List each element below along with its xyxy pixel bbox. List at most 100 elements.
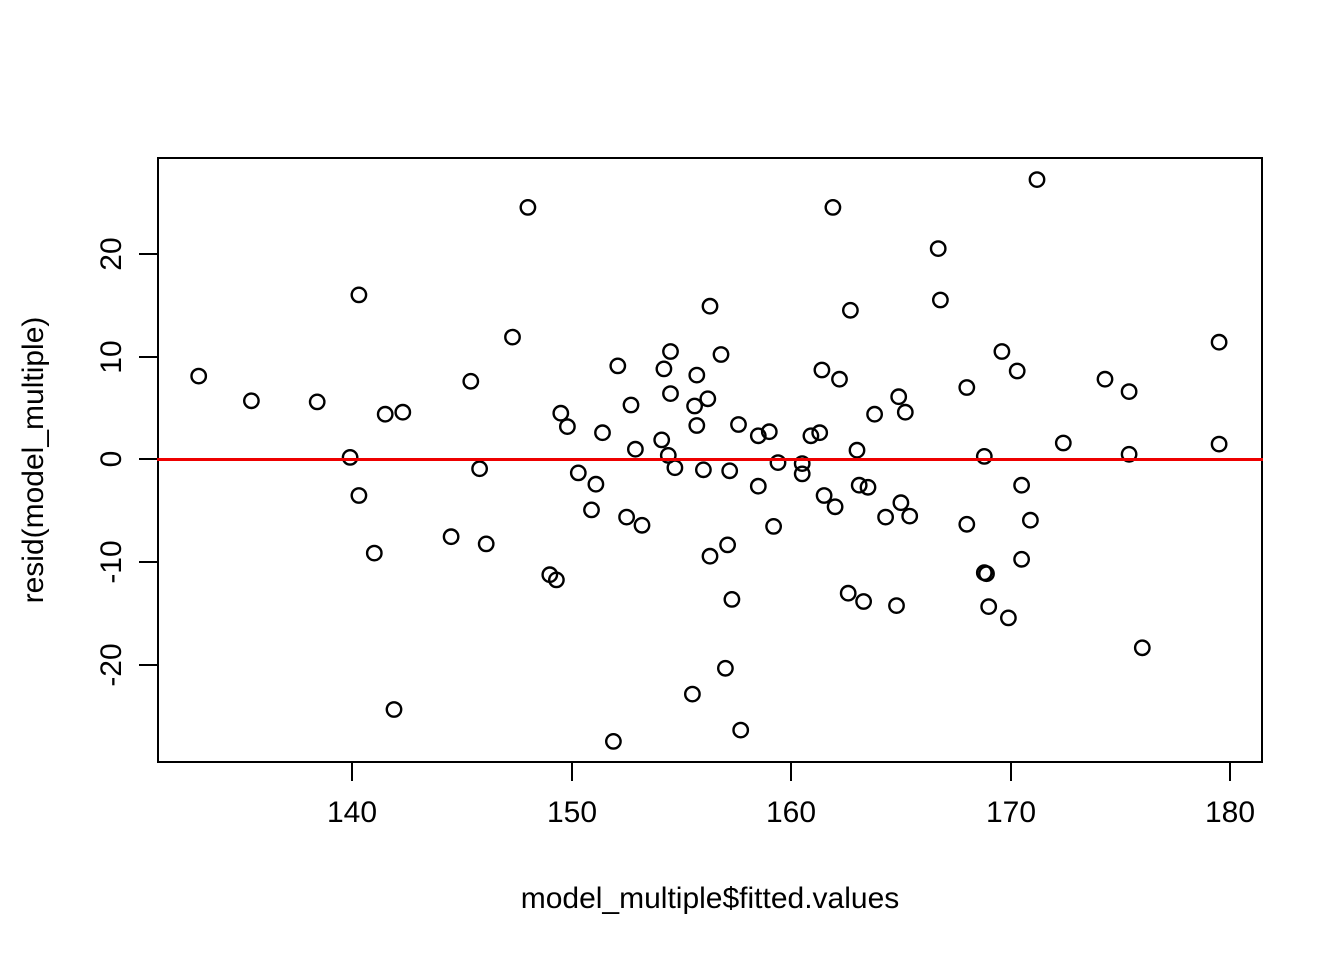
data-point (504, 328, 521, 346)
data-point (1013, 476, 1030, 494)
data-point (958, 515, 976, 533)
data-point (701, 547, 719, 565)
data-point (442, 528, 460, 546)
data-point (811, 424, 829, 442)
data-point (569, 464, 587, 482)
data-point (394, 403, 412, 421)
data-point (583, 501, 600, 519)
y-axis-tick-label-text: 0 (95, 450, 128, 468)
y-axis-tick (139, 253, 157, 255)
data-point (688, 366, 706, 384)
y-axis-tick (139, 561, 157, 563)
data-point (749, 477, 767, 495)
data-point (1022, 511, 1039, 529)
data-point (717, 659, 734, 677)
data-point (793, 465, 811, 483)
data-point (341, 448, 359, 466)
data-point (609, 357, 627, 375)
data-point (958, 379, 976, 396)
data-point (547, 571, 565, 589)
data-point (721, 462, 739, 480)
data-point (626, 440, 644, 458)
data-point (1120, 445, 1138, 463)
data-point (850, 476, 868, 494)
y-axis-tick-label-text: 20 (95, 237, 128, 271)
data-point (662, 385, 679, 403)
data-point (587, 475, 605, 493)
data-point (1133, 639, 1151, 657)
data-point (859, 478, 877, 496)
data-point (892, 494, 910, 512)
data-point (1000, 609, 1017, 627)
x-axis-tick-label: 180 (1204, 796, 1256, 829)
data-point (760, 423, 778, 441)
y-axis-tick (139, 458, 157, 460)
data-point (365, 544, 383, 562)
data-point (813, 361, 831, 379)
data-point (308, 393, 326, 411)
data-point (719, 536, 736, 554)
data-point (730, 416, 747, 433)
data-point (888, 597, 905, 614)
data-point (1013, 550, 1030, 568)
data-point (802, 427, 820, 445)
data-point (732, 721, 750, 739)
data-point (622, 396, 640, 414)
data-point (993, 343, 1011, 360)
data-point (848, 441, 866, 459)
data-point (243, 392, 260, 410)
data-point (1054, 434, 1072, 452)
data-point (655, 360, 673, 378)
data-point (839, 584, 857, 602)
data-point (190, 367, 208, 385)
data-point (666, 459, 684, 477)
data-point (699, 390, 717, 408)
data-point (749, 427, 767, 445)
data-point (975, 447, 993, 465)
y-axis-title: resid(model_multiple) (17, 316, 50, 604)
data-point (350, 286, 368, 304)
x-axis-tick-label: 170 (985, 796, 1037, 829)
plot-area (157, 171, 1263, 750)
data-point (653, 431, 671, 449)
x-axis-tick (351, 763, 353, 781)
data-point (980, 598, 998, 615)
data-point (462, 372, 480, 390)
data-point (1210, 435, 1228, 453)
data-point (901, 507, 919, 525)
data-point (477, 535, 495, 553)
data-point (712, 346, 730, 363)
data-point (932, 291, 949, 309)
data-point (1028, 171, 1046, 189)
data-point (552, 404, 570, 422)
data-point (890, 388, 908, 406)
data-point (824, 199, 842, 216)
data-point (896, 403, 914, 421)
data-point (929, 240, 947, 258)
data-point (688, 417, 706, 434)
data-point (376, 405, 394, 423)
x-axis-tick (571, 763, 573, 781)
x-axis-tick-label: 160 (765, 796, 817, 829)
x-axis-tick (1010, 763, 1012, 781)
data-point (877, 508, 894, 526)
y-axis-tick-label-text: -20 (95, 643, 128, 687)
data-point (519, 199, 537, 216)
data-point (350, 487, 368, 504)
data-point (686, 397, 703, 415)
x-axis-title: model_multiple$fitted.values (520, 882, 900, 915)
data-point (1096, 370, 1114, 388)
y-axis-tick-label-text: -10 (95, 540, 128, 584)
data-point (815, 487, 833, 504)
data-point (633, 516, 651, 534)
data-point (695, 461, 712, 479)
y-axis-tick (139, 664, 157, 666)
y-axis-tick-label-text: 10 (95, 340, 128, 374)
data-point (662, 343, 679, 360)
data-point (793, 455, 811, 472)
data-point (558, 418, 576, 435)
x-axis-tick (1229, 763, 1231, 781)
y-axis-tick (139, 356, 157, 358)
data-point (765, 517, 782, 535)
